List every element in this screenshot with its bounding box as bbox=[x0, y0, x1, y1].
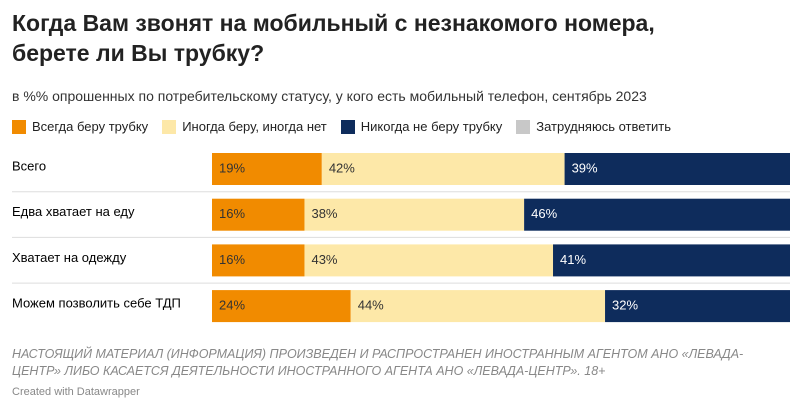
legend-label: Иногда беру, иногда нет bbox=[182, 119, 327, 134]
value-label: 42% bbox=[329, 160, 355, 175]
bar-segment bbox=[212, 290, 351, 323]
bar-segment bbox=[524, 198, 790, 231]
legend-label: Всегда беру трубку bbox=[32, 119, 149, 134]
legend-item: Иногда беру, иногда нет bbox=[162, 119, 327, 134]
bar-segment bbox=[564, 153, 790, 185]
legend-label: Никогда не беру трубку bbox=[360, 119, 503, 134]
bar-segment bbox=[350, 290, 606, 323]
legend: Всегда беру трубку Иногда беру, иногда не… bbox=[12, 119, 671, 134]
value-label: 24% bbox=[219, 298, 245, 313]
value-label: 19% bbox=[219, 160, 245, 175]
value-label: 16% bbox=[219, 206, 245, 221]
bar-segment bbox=[304, 244, 554, 277]
chart-subtitle: в %% опрошенных по потребительскому стат… bbox=[12, 88, 647, 104]
legend-label: Затрудняюсь ответить bbox=[536, 119, 672, 134]
category-label: Всего bbox=[12, 158, 46, 173]
bar-segment bbox=[212, 198, 305, 231]
value-label: 41% bbox=[560, 252, 586, 267]
legend-swatch bbox=[340, 119, 355, 134]
category-label: Хватает на одежду bbox=[12, 250, 127, 265]
chart-title: Когда Вам звонят на мобильный с незнаком… bbox=[12, 10, 655, 66]
value-label: 39% bbox=[572, 160, 598, 175]
legend-item: Всегда беру трубку bbox=[12, 119, 148, 134]
value-label: 32% bbox=[612, 298, 638, 313]
bar-segment bbox=[212, 153, 322, 185]
category-label: Едва хватает на еду bbox=[12, 204, 135, 219]
notes: НАСТОЯЩИЙ МАТЕРИАЛ (ИНФОРМАЦИЯ) ПРОИЗВЕД… bbox=[12, 347, 744, 378]
bar-segment bbox=[553, 244, 790, 277]
legend-item: Затрудняюсь ответить bbox=[516, 119, 671, 134]
bar-segment bbox=[304, 198, 525, 231]
value-label: 43% bbox=[311, 252, 337, 267]
legend-swatch bbox=[12, 119, 26, 134]
value-label: 44% bbox=[358, 298, 384, 313]
value-label: 16% bbox=[219, 252, 245, 267]
bar-segment bbox=[212, 244, 305, 277]
bar-segment bbox=[321, 153, 565, 185]
category-label: Можем позволить себе ТДП bbox=[12, 296, 181, 311]
legend-item: Никогда не беру трубку bbox=[340, 119, 503, 134]
legend-swatch bbox=[162, 119, 177, 134]
value-label: 46% bbox=[531, 206, 557, 221]
value-label: 38% bbox=[311, 206, 337, 221]
credit: Created with Datawrapper bbox=[12, 386, 140, 398]
bar-segment bbox=[605, 290, 790, 323]
chart: Всего 19% 42% 39% Едва хватает на еду 16% 38% 4… bbox=[12, 153, 790, 323]
legend-swatch bbox=[516, 119, 531, 134]
